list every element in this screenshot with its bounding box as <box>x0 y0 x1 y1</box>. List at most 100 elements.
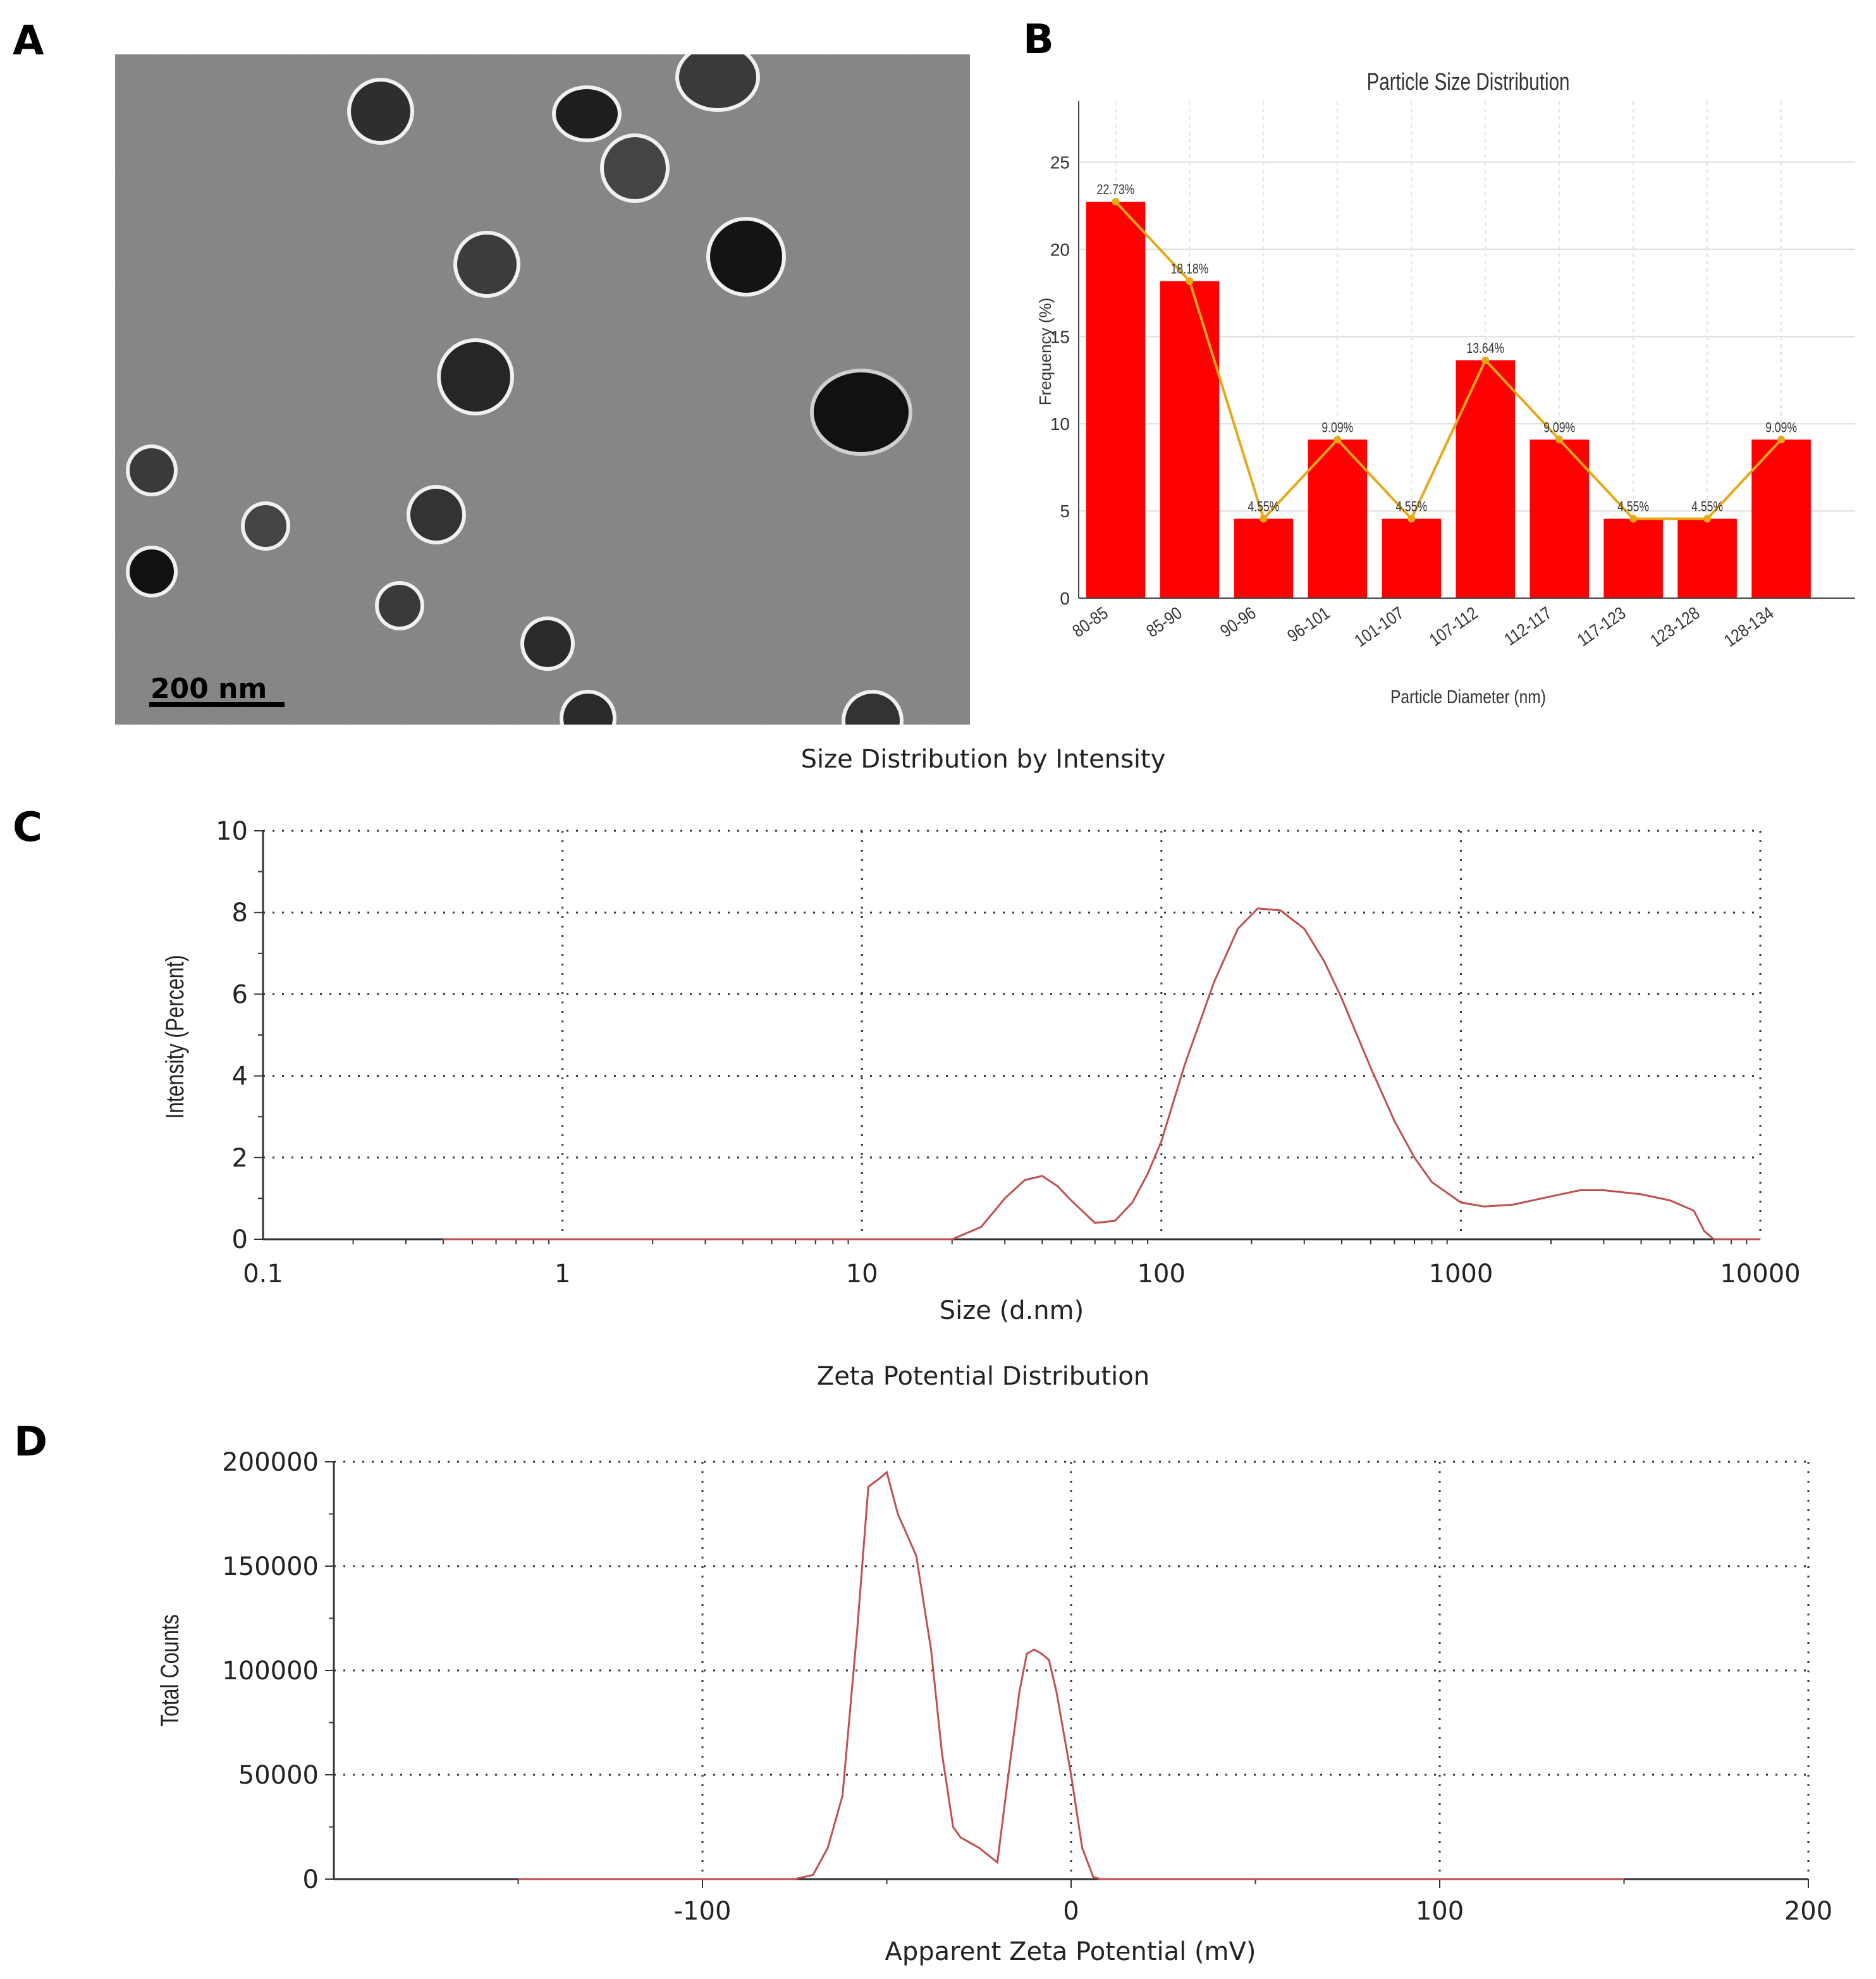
chart-b-bar <box>1530 439 1589 598</box>
panel-label-d: D <box>14 1419 47 1466</box>
chart-b-x-tick-label: 85-90 <box>1143 603 1186 641</box>
chart-b-x-tick-label: 101-107 <box>1351 603 1407 651</box>
chart-c-x-axis-label: Size (d.nm) <box>940 1296 1084 1325</box>
chart-b-x-tick-label: 112-117 <box>1500 603 1555 650</box>
chart-b-overlay-line <box>1115 200 1782 522</box>
chart-c-y-tick-label: 8 <box>232 898 248 928</box>
chart-b-y-tick-label: 20 <box>1050 240 1070 259</box>
tem-particle <box>552 85 622 142</box>
scale-bar-label: 200 nm <box>150 673 267 705</box>
chart-c-series-line <box>443 907 1760 1241</box>
chart-b-x-tick-label: 123-128 <box>1646 603 1703 651</box>
chart-b-point <box>1260 515 1268 523</box>
tem-particle <box>407 485 466 544</box>
tem-particle <box>842 690 904 725</box>
chart-d-x-tick-label: -100 <box>674 1897 732 1926</box>
chart-c-grid <box>263 830 1762 1239</box>
chart-b-bar <box>1456 360 1516 598</box>
chart-d-axes: 0 50000 100000 150000 200000 -100 0 100 200 <box>222 1448 1832 1926</box>
chart-d-y-tick-label: 50000 <box>238 1761 319 1790</box>
chart-c-y-tick-label: 0 <box>232 1225 248 1254</box>
chart-b-bar <box>1086 202 1146 599</box>
tem-particle <box>241 501 290 551</box>
chart-b-x-tick-label: 107-112 <box>1425 603 1481 651</box>
chart-b-point <box>1481 356 1490 364</box>
tem-particle <box>520 616 575 671</box>
chart-d-series-line <box>518 1470 1624 1880</box>
chart-b-data-label: 13.64% <box>1466 341 1504 356</box>
chart-c-title: Size Distribution by Intensity <box>801 745 1166 774</box>
chart-d-x-axis-label: Apparent Zeta Potential (mV) <box>885 1937 1256 1966</box>
chart-b-title: Particle Size Distribution <box>1366 69 1569 95</box>
chart-c-x-tick-label: 1 <box>555 1259 570 1289</box>
scale-bar <box>149 702 285 707</box>
chart-b-data-label: 4.55% <box>1691 499 1723 515</box>
chart-b-y-tick-label: 0 <box>1060 589 1070 608</box>
chart-b-point <box>1629 515 1638 523</box>
chart-b-line <box>1112 198 1786 523</box>
chart-b-data-label: 9.09% <box>1765 420 1797 436</box>
chart-c-line <box>443 907 1760 1241</box>
particle-size-chart: Particle Size Distribution 22.73% 18.18% 4… <box>1036 69 1855 708</box>
chart-b-point <box>1777 436 1786 444</box>
panel-label-a: A <box>13 18 44 64</box>
chart-c-x-tick-label: 0.1 <box>243 1259 283 1289</box>
chart-d-grid <box>334 1461 1810 1879</box>
chart-b-point <box>1112 198 1120 206</box>
chart-b-data-label: 9.09% <box>1543 420 1575 436</box>
chart-c-y-tick-label: 6 <box>232 980 248 1009</box>
chart-d-x-tick-label: 0 <box>1063 1897 1079 1926</box>
chart-b-bar <box>1603 518 1663 598</box>
chart-b-bar <box>1751 439 1811 598</box>
tem-particle <box>126 546 178 597</box>
chart-b-x-tick-label: 96-101 <box>1284 603 1333 646</box>
tem-particle <box>600 133 670 203</box>
tem-particle <box>453 231 520 298</box>
chart-b-x-tick-label: 128-134 <box>1720 603 1777 651</box>
chart-b-y-tick-label: 10 <box>1050 414 1070 434</box>
chart-c-x-tick-label: 10 <box>846 1259 878 1289</box>
chart-c-y-axis-label: Intensity (Percent) <box>161 955 189 1119</box>
chart-b-point <box>1555 436 1564 444</box>
chart-b-bars <box>1086 202 1811 599</box>
size-intensity-chart: Size Distribution by Intensity 0 2 4 6 8 10 0.… <box>161 745 1801 1325</box>
chart-b-x-tick-label: 90-96 <box>1217 603 1260 641</box>
tem-particle <box>810 369 912 456</box>
tem-particle <box>560 690 616 725</box>
chart-d-x-tick-label: 200 <box>1784 1897 1832 1926</box>
chart-c-x-tick-label: 10000 <box>1720 1259 1800 1289</box>
chart-b-data-label: 18.18% <box>1171 262 1209 277</box>
chart-b-y-tick-label: 15 <box>1050 327 1070 346</box>
chart-c-y-tick-label: 4 <box>232 1062 248 1091</box>
chart-b-point <box>1703 515 1712 523</box>
chart-b-data-label: 22.73% <box>1097 182 1135 197</box>
tem-particle <box>347 78 414 145</box>
chart-b-bar <box>1160 281 1220 598</box>
chart-b-bar <box>1308 439 1368 598</box>
tem-particle <box>375 581 424 630</box>
chart-b-data-labels: 22.73% 18.18% 4.55% 9.09% 4.55% 13.64% 9.09% 4.… <box>1097 182 1797 515</box>
chart-d-y-tick-label: 200000 <box>222 1448 319 1477</box>
tem-image: 200 nm <box>115 54 970 725</box>
chart-c-x-tick-label: 1000 <box>1429 1259 1493 1289</box>
chart-d-title: Zeta Potential Distribution <box>817 1362 1150 1391</box>
tem-particles <box>126 54 912 725</box>
tem-particle <box>126 444 178 496</box>
chart-b-data-label: 4.55% <box>1617 499 1649 515</box>
panel-label-b: B <box>1023 16 1054 63</box>
zeta-potential-chart: Zeta Potential Distribution 0 50000 100000… <box>156 1362 1833 1966</box>
tem-particle <box>437 338 514 415</box>
chart-b-bar <box>1677 518 1737 598</box>
chart-d-line <box>518 1470 1624 1880</box>
chart-b-y-axis-label: Frequency (%) <box>1036 298 1055 406</box>
chart-c-x-tick-label: 100 <box>1137 1259 1186 1289</box>
chart-b-x-axis-label: Particle Diameter (nm) <box>1390 686 1546 708</box>
chart-d-x-tick-label: 100 <box>1416 1897 1464 1926</box>
chart-b-bar <box>1234 518 1294 598</box>
chart-b-y-tick-label: 25 <box>1050 153 1070 173</box>
chart-b-data-label: 9.09% <box>1321 420 1353 436</box>
chart-c-y-tick-label: 2 <box>232 1144 248 1173</box>
panel-label-c: C <box>13 804 42 851</box>
chart-b-point <box>1333 436 1342 444</box>
